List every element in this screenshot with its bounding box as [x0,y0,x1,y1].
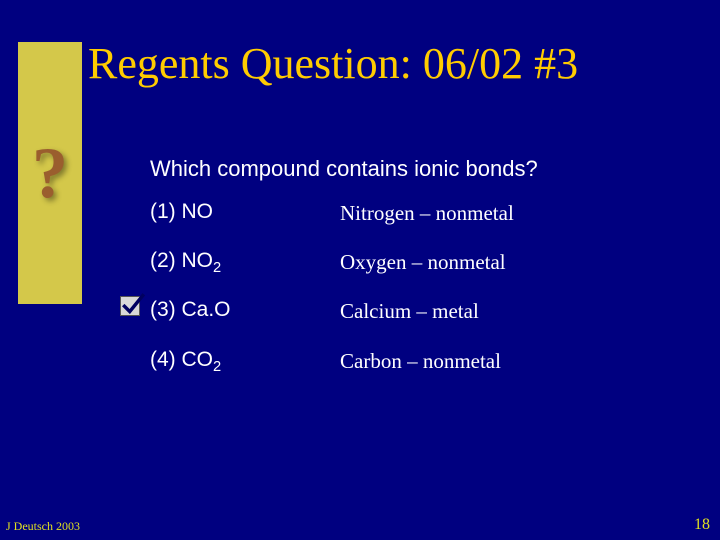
answer-options: (1) NO Nitrogen – nonmetal (2) NO2 Oxyge… [150,200,514,375]
option-4-hint: Carbon – nonmetal [340,349,514,374]
footer-author: J Deutsch 2003 [6,519,80,534]
option-1-label: (1) NO [150,200,213,223]
option-1-hint: Nitrogen – nonmetal [340,201,514,226]
slide-number: 18 [694,516,710,534]
option-4: (4) CO2 [150,348,330,375]
option-3-hint: Calcium – metal [340,299,514,324]
option-2-hint: Oxygen – nonmetal [340,250,514,275]
option-2-sub: 2 [213,260,221,276]
option-2: (2) NO2 [150,249,330,276]
option-3: (3) Ca.O [150,298,330,325]
option-1: (1) NO [150,200,330,227]
option-2-label: (2) NO [150,249,213,272]
check-icon [120,291,146,317]
slide-title: Regents Question: 06/02 #3 [88,38,578,89]
option-3-label: (3) Ca.O [150,298,231,321]
option-4-sub: 2 [213,359,221,375]
correct-answer-checkmark [120,296,140,316]
question-mark-graphic: ? [18,42,82,304]
option-4-label: (4) CO [150,348,213,371]
question-mark-icon: ? [32,132,68,215]
question-text: Which compound contains ionic bonds? [150,156,538,182]
